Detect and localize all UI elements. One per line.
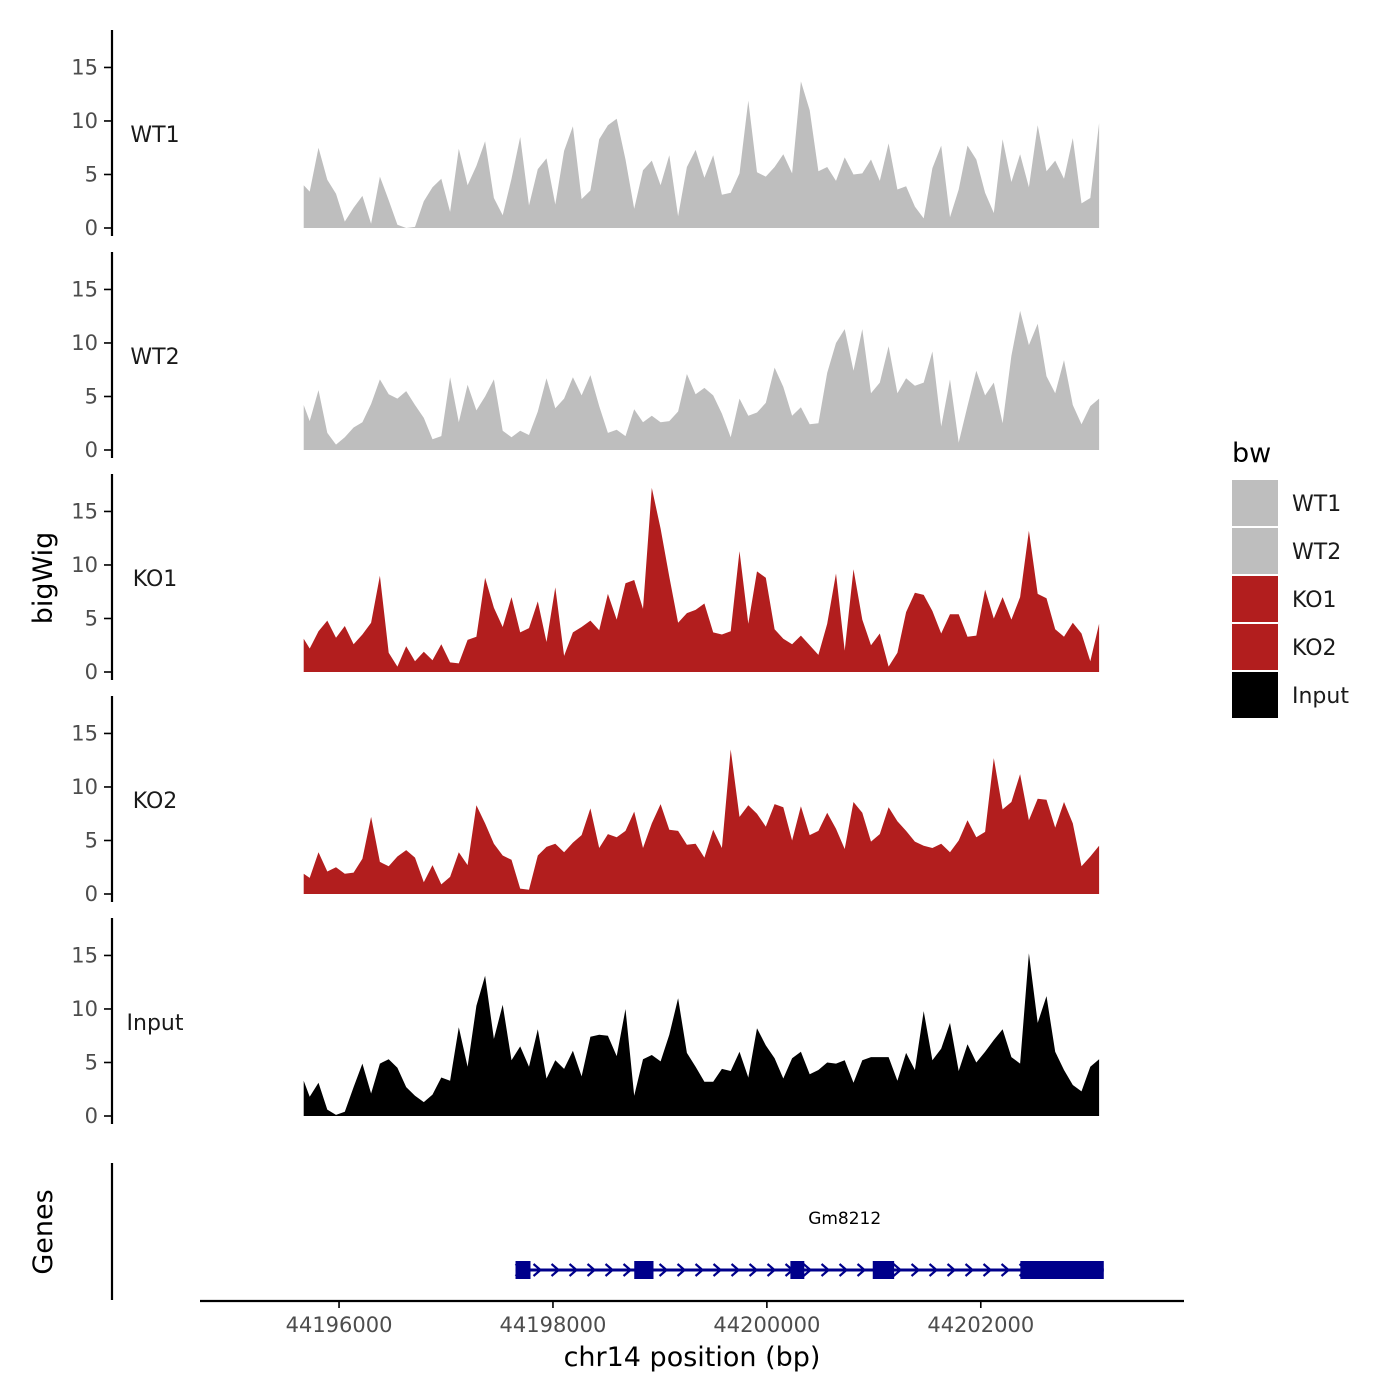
legend-label-ko1: KO1 <box>1292 588 1337 613</box>
y-tick-label: 0 <box>85 438 98 462</box>
y-tick-label: 10 <box>71 553 98 577</box>
strand-arrow <box>550 1263 561 1277</box>
legend-title: bw <box>1232 438 1271 469</box>
track-input: 0 5 10 15 Input <box>71 918 1100 1128</box>
strand-arrow <box>568 1263 579 1277</box>
strand-arrow <box>622 1263 633 1277</box>
coverage-area-input <box>303 953 1100 1116</box>
y-tick-label: 5 <box>85 606 98 630</box>
y-tick-label: 0 <box>85 216 98 240</box>
legend-swatch-input <box>1232 672 1278 718</box>
x-tick-label: 44198000 <box>500 1313 607 1337</box>
strand-arrow <box>730 1263 741 1277</box>
strand-arrow <box>586 1263 597 1277</box>
strand-arrow <box>856 1263 867 1277</box>
gene-model <box>514 1261 1104 1279</box>
x-tick-label: 44200000 <box>713 1313 820 1337</box>
gene-exon <box>515 1261 531 1279</box>
y-tick-label: 10 <box>71 331 98 355</box>
strand-arrow <box>964 1263 975 1277</box>
legend-swatch-ko2 <box>1232 624 1278 670</box>
track-wt1: 0 5 10 15 WT1 <box>71 30 1100 240</box>
coverage-area-wt1 <box>303 81 1100 229</box>
legend-swatch-wt2 <box>1232 528 1278 574</box>
legend-swatch-wt1 <box>1232 480 1278 526</box>
genes-title: Genes <box>28 1189 59 1274</box>
y-tick-label: 5 <box>85 828 98 852</box>
track-label-ko1: KO1 <box>133 567 178 592</box>
bigwig-tracks: 0 5 10 15 WT1 0 5 10 15 WT2 0 5 10 15 KO1 0 5 10 15 KO2 0 5 10… <box>71 30 1100 1128</box>
strand-arrow <box>946 1263 957 1277</box>
coverage-area-ko2 <box>303 749 1100 894</box>
legend-label-input: Input <box>1292 684 1349 709</box>
legend-swatch-ko1 <box>1232 576 1278 622</box>
y-tick-label: 15 <box>71 943 98 967</box>
y-tick-label: 5 <box>85 1050 98 1074</box>
track-label-wt2: WT2 <box>130 345 179 370</box>
strand-arrow <box>694 1263 705 1277</box>
y-axis-title: bigWig <box>28 532 59 625</box>
y-tick-label: 15 <box>71 55 98 79</box>
track-ko1: 0 5 10 15 KO1 <box>71 474 1100 684</box>
strand-arrow <box>892 1263 903 1277</box>
x-tick-label: 44202000 <box>927 1313 1034 1337</box>
strand-arrow <box>748 1263 759 1277</box>
strand-arrow <box>658 1263 669 1277</box>
track-label-ko2: KO2 <box>133 789 178 814</box>
track-wt2: 0 5 10 15 WT2 <box>71 252 1100 462</box>
strand-arrow <box>910 1263 921 1277</box>
x-tick-label: 44196000 <box>286 1313 393 1337</box>
strand-arrow <box>802 1263 813 1277</box>
gene-exon <box>872 1261 895 1279</box>
strand-arrow <box>604 1263 615 1277</box>
y-tick-label: 10 <box>71 997 98 1021</box>
strand-arrow <box>982 1263 993 1277</box>
y-tick-label: 15 <box>71 721 98 745</box>
coverage-area-ko1 <box>303 487 1100 672</box>
gene-exon <box>634 1261 654 1279</box>
gene-label: Gm8212 <box>808 1209 881 1229</box>
legend-label-ko2: KO2 <box>1292 636 1337 661</box>
strand-arrow <box>676 1263 687 1277</box>
strand-arrow <box>820 1263 831 1277</box>
gene-exon <box>790 1261 805 1279</box>
strand-arrow <box>766 1263 777 1277</box>
strand-arrow <box>928 1263 939 1277</box>
gene-panel: Genes Gm8212 <box>28 1163 1104 1300</box>
legend-label-wt1: WT1 <box>1292 492 1341 517</box>
track-label-input: Input <box>127 1011 184 1036</box>
y-tick-label: 0 <box>85 1104 98 1128</box>
y-tick-label: 0 <box>85 660 98 684</box>
y-tick-label: 5 <box>85 384 98 408</box>
strand-arrow <box>838 1263 849 1277</box>
track-ko2: 0 5 10 15 KO2 <box>71 696 1100 906</box>
y-tick-label: 15 <box>71 277 98 301</box>
track-label-wt1: WT1 <box>130 123 179 148</box>
y-tick-label: 10 <box>71 775 98 799</box>
y-tick-label: 10 <box>71 109 98 133</box>
y-tick-label: 5 <box>85 162 98 186</box>
legend-label-wt2: WT2 <box>1292 540 1341 565</box>
strand-arrow <box>532 1263 543 1277</box>
x-axis-title: chr14 position (bp) <box>564 1342 821 1373</box>
y-tick-label: 0 <box>85 882 98 906</box>
y-tick-label: 15 <box>71 499 98 523</box>
strand-arrow <box>712 1263 723 1277</box>
strand-arrow <box>1000 1263 1011 1277</box>
gene-exon <box>1020 1261 1104 1279</box>
x-axis: 44196000 44198000 44200000 44202000 <box>200 1299 1184 1337</box>
coverage-area-wt2 <box>303 310 1100 450</box>
legend: bw WT1 WT2 KO1 KO2 Input <box>1232 438 1349 718</box>
